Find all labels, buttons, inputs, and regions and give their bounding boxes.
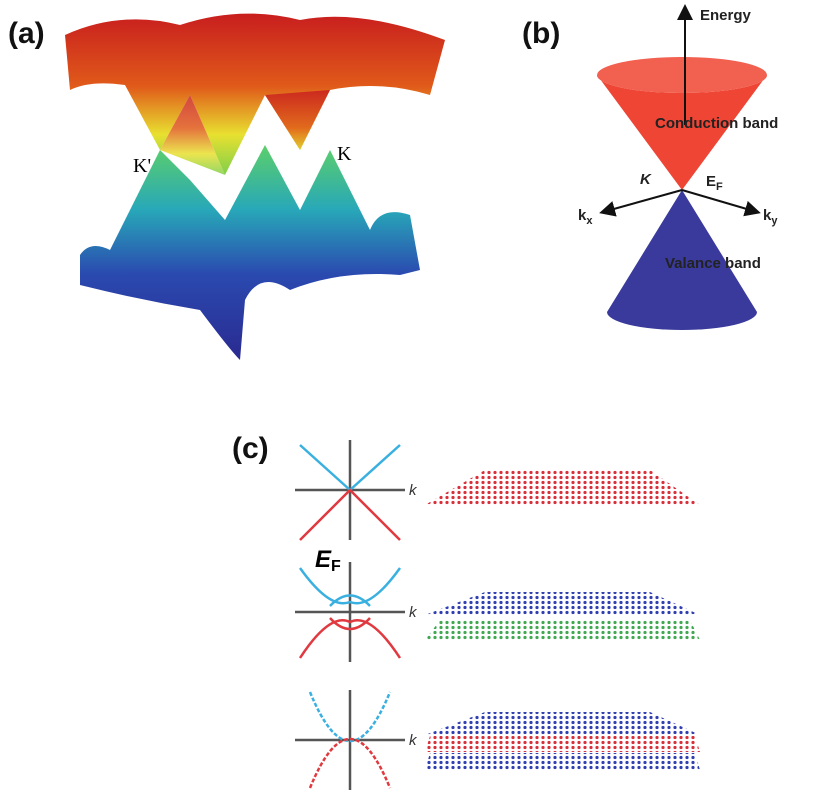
lattice-sheets (425, 470, 700, 770)
axis-label: k (409, 732, 418, 749)
point-label: K (337, 143, 352, 165)
fermi-label: EF (706, 173, 723, 193)
axis-label: k (409, 482, 418, 499)
cone-top (597, 57, 767, 93)
fermi-label: EF (315, 546, 341, 575)
panel-label: (c) (232, 432, 269, 465)
ky-label: ky (763, 207, 778, 227)
panel-label: (b) (522, 17, 560, 50)
band-label: Conduction band (655, 115, 778, 132)
figure: (a) K' K (b) Energy Conduction band K EF… (0, 0, 833, 793)
point-label: K (640, 171, 652, 188)
kx-arrow (603, 190, 682, 212)
axis-label: k (409, 604, 418, 621)
page: (a) K' K (b) Energy Conduction band K EF… (0, 0, 833, 793)
axis-label: Energy (700, 7, 752, 24)
band-label: Valance band (665, 255, 761, 272)
kx-label: kx (578, 207, 593, 227)
band-surface (65, 14, 445, 360)
point-label: K' (133, 155, 151, 177)
dispersion-plots (295, 440, 405, 790)
panel-label: (a) (8, 17, 45, 50)
